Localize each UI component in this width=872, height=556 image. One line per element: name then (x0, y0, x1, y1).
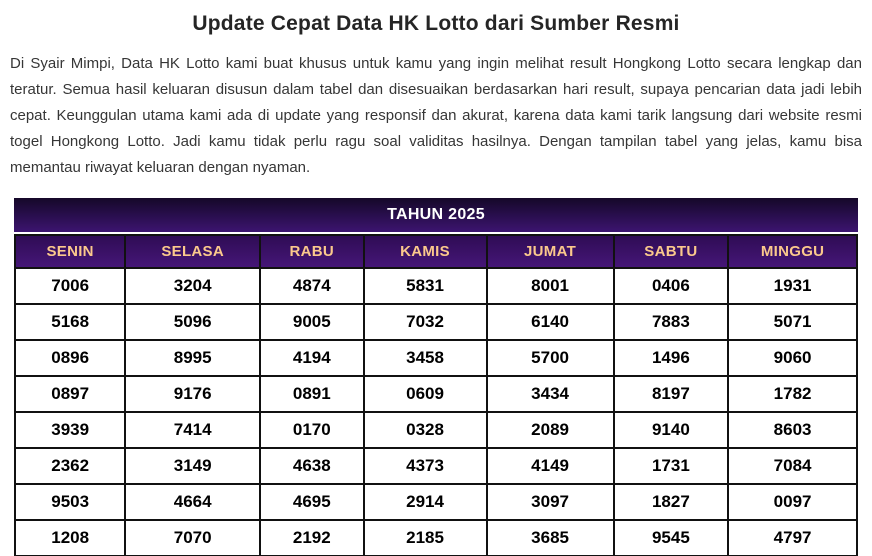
table-row: 0897 9176 0891 0609 3434 8197 1782 (13, 375, 858, 413)
table-header-row: SENIN SELASA RABU KAMIS JUMAT SABTU MINGGU (13, 234, 858, 269)
result-cell: 5700 (485, 339, 615, 377)
result-cell: 3685 (485, 519, 615, 556)
result-cell: 0609 (362, 375, 488, 413)
result-cell: 1496 (612, 339, 730, 377)
result-cell: 4664 (124, 483, 262, 521)
day-header: SABTU (612, 234, 730, 269)
result-cell: 5071 (727, 303, 858, 341)
results-body: 7006 3204 4874 5831 8001 0406 1931 5168 5096 9005… (13, 267, 858, 556)
result-cell: 1827 (612, 483, 730, 521)
result-cell: 8001 (485, 267, 615, 305)
table-row: 7006 3204 4874 5831 8001 0406 1931 (13, 267, 858, 305)
result-cell: 4874 (259, 267, 365, 305)
result-cell: 7414 (124, 411, 262, 449)
result-cell: 3434 (485, 375, 615, 413)
result-cell: 3458 (362, 339, 488, 377)
day-header-row: SENIN SELASA RABU KAMIS JUMAT SABTU MINGGU (13, 234, 858, 269)
result-cell: 2089 (485, 411, 615, 449)
result-cell: 4149 (485, 447, 615, 485)
day-header: MINGGU (727, 234, 858, 269)
result-cell: 5168 (13, 303, 127, 341)
result-cell: 2914 (362, 483, 488, 521)
table-row: 3939 7414 0170 0328 2089 9140 8603 (13, 411, 858, 449)
result-cell: 9060 (727, 339, 858, 377)
result-cell: 7883 (612, 303, 730, 341)
result-cell: 2362 (13, 447, 127, 485)
day-header: KAMIS (362, 234, 488, 269)
result-cell: 3097 (485, 483, 615, 521)
result-cell: 1208 (13, 519, 127, 556)
result-cell: 7006 (13, 267, 127, 305)
results-table: SENIN SELASA RABU KAMIS JUMAT SABTU MINGGU 700… (13, 234, 858, 556)
day-header: RABU (259, 234, 365, 269)
result-cell: 4695 (259, 483, 365, 521)
result-cell: 3939 (13, 411, 127, 449)
result-cell: 7032 (362, 303, 488, 341)
table-row: 9503 4664 4695 2914 3097 1827 0097 (13, 483, 858, 521)
result-cell: 0097 (727, 483, 858, 521)
result-cell: 9005 (259, 303, 365, 341)
result-cell: 4797 (727, 519, 858, 556)
intro-paragraph: Di Syair Mimpi, Data HK Lotto kami buat … (10, 55, 862, 176)
result-cell: 8603 (727, 411, 858, 449)
page-title: Update Cepat Data HK Lotto dari Sumber R… (192, 12, 680, 35)
result-cell: 0406 (612, 267, 730, 305)
table-row: 5168 5096 9005 7032 6140 7883 5071 (13, 303, 858, 341)
result-cell: 1782 (727, 375, 858, 413)
day-header: SENIN (13, 234, 127, 269)
result-cell: 9140 (612, 411, 730, 449)
result-cell: 7070 (124, 519, 262, 556)
result-cell: 9176 (124, 375, 262, 413)
result-cell: 8995 (124, 339, 262, 377)
table-row: 2362 3149 4638 4373 4149 1731 7084 (13, 447, 858, 485)
result-cell: 3204 (124, 267, 262, 305)
result-cell: 0897 (13, 375, 127, 413)
result-cell: 1931 (727, 267, 858, 305)
result-cell: 2192 (259, 519, 365, 556)
day-header: JUMAT (485, 234, 615, 269)
result-cell: 0170 (259, 411, 365, 449)
result-cell: 4373 (362, 447, 488, 485)
result-cell: 5096 (124, 303, 262, 341)
result-cell: 3149 (124, 447, 262, 485)
result-cell: 0328 (362, 411, 488, 449)
year-banner: TAHUN 2025 (14, 198, 858, 232)
table-row: 1208 7070 2192 2185 3685 9545 4797 (13, 519, 858, 556)
table-row: 0896 8995 4194 3458 5700 1496 9060 (13, 339, 858, 377)
result-cell: 1731 (612, 447, 730, 485)
result-cell: 4638 (259, 447, 365, 485)
result-cell: 0891 (259, 375, 365, 413)
result-cell: 6140 (485, 303, 615, 341)
result-cell: 0896 (13, 339, 127, 377)
result-cell: 7084 (727, 447, 858, 485)
result-cell: 5831 (362, 267, 488, 305)
result-cell: 2185 (362, 519, 488, 556)
result-cell: 8197 (612, 375, 730, 413)
day-header: SELASA (124, 234, 262, 269)
result-cell: 4194 (259, 339, 365, 377)
result-cell: 9503 (13, 483, 127, 521)
results-table-section: TAHUN 2025 SENIN SELASA RABU KAMIS JUMAT SABT… (13, 198, 858, 556)
result-cell: 9545 (612, 519, 730, 556)
